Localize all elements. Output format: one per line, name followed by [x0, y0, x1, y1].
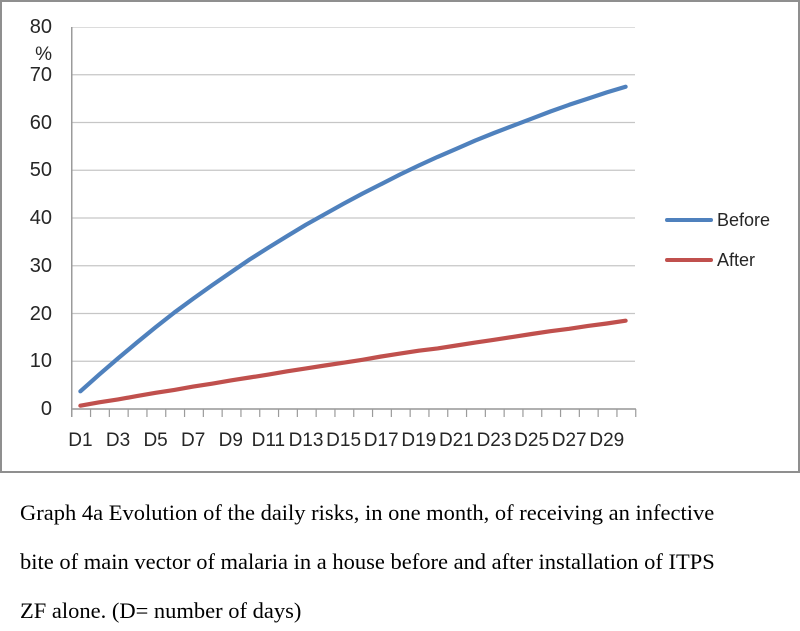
y-tick-label: 30 [29, 254, 52, 277]
caption-line: bite of main vector of malaria in a hous… [20, 549, 715, 574]
plot [71, 27, 637, 417]
legend-line-swatch [665, 218, 713, 222]
series-line-before [78, 84, 628, 394]
x-tick-label: D5 [143, 430, 168, 451]
y-tick-label: 40 [29, 207, 52, 229]
legend-label: Before [717, 210, 771, 230]
x-tick-label: D29 [589, 430, 625, 451]
x-tick-label: D21 [438, 430, 474, 451]
y-tick-label: 0 [40, 398, 52, 420]
legend-entry-after: After [665, 247, 795, 273]
caption-line: Graph 4a Evolution of the daily risks, i… [20, 500, 715, 525]
x-tick-label: D27 [551, 430, 587, 451]
y-tick-label: 60 [29, 111, 52, 134]
caption-line: ZF alone. (D= number of days) [20, 598, 302, 623]
x-tick-label: D19 [401, 430, 437, 451]
x-tick-label: D15 [326, 430, 362, 451]
y-tick-label: 50 [29, 159, 52, 182]
legend-line-swatch [665, 258, 713, 262]
series-line-after [78, 318, 628, 408]
x-tick-label: D1 [68, 430, 93, 451]
x-tick-label: D23 [476, 430, 512, 451]
x-tick-label: D7 [181, 430, 206, 451]
x-tick-label: D9 [218, 430, 243, 451]
legend-label: After [717, 250, 756, 270]
x-tick-label: D3 [105, 430, 131, 451]
caption: Graph 4a Evolution of the daily risks, i… [20, 488, 784, 631]
x-tick-label: D17 [363, 430, 399, 451]
y-tick-label: 10 [29, 350, 52, 373]
legend: Before After [665, 207, 795, 287]
y-tick-label: 80 [29, 16, 52, 38]
legend-entry-before: Before [665, 207, 795, 233]
x-tick-label: D13 [288, 430, 324, 451]
x-tick-label: D11 [251, 430, 286, 451]
y-tick-label: 70 [29, 63, 52, 86]
y-tick-label: 20 [29, 302, 52, 325]
y-axis-unit-label: % [35, 44, 52, 65]
x-tick-label: D25 [514, 430, 550, 451]
chart-area: % 80 70 60 50 40 30 20 10 0 D1 D3 D5 D7 D9 D11 D13 D15 D… [0, 0, 800, 473]
